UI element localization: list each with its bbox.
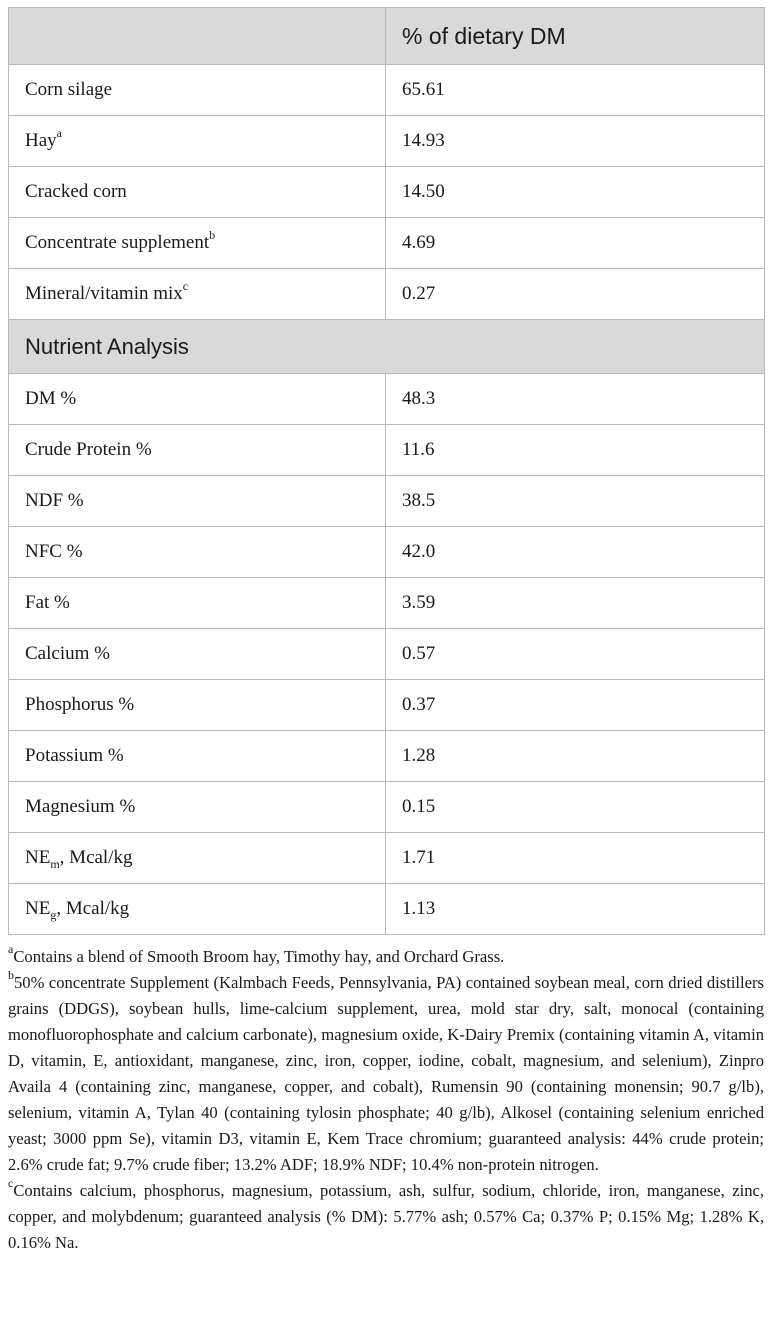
nutrient-value: 1.13: [385, 883, 765, 935]
footnote-marker: a: [56, 125, 62, 140]
ingredient-label: Hay: [25, 130, 57, 151]
nutrient-unit: , Mcal/kg: [59, 847, 133, 868]
table-row: NFC % 42.0: [8, 526, 765, 578]
nutrient-label: NE: [25, 847, 51, 868]
nutrient-value: 0.57: [385, 628, 765, 680]
footnote-marker: b: [209, 227, 216, 242]
table-footnotes: aContains a blend of Smooth Broom hay, T…: [8, 942, 764, 1256]
header-dietary-dm: % of dietary DM: [385, 7, 765, 65]
nutrient-name: NFC %: [8, 526, 386, 578]
diet-composition-table: % of dietary DM Corn silage 65.61 Haya 1…: [8, 7, 765, 935]
footnote-mark: a: [8, 942, 14, 957]
section-header-row: Nutrient Analysis: [8, 319, 765, 374]
ingredient-label: Concentrate supplement: [25, 232, 210, 253]
table-row: DM % 48.3: [8, 373, 765, 425]
nutrient-value: 11.6: [385, 424, 765, 476]
footnote-mark: b: [8, 968, 14, 983]
section-title-nutrient-analysis: Nutrient Analysis: [8, 319, 765, 374]
table-row: Cracked corn 14.50: [8, 166, 765, 218]
footnote-b: b50% concentrate Supplement (Kalmbach Fe…: [8, 968, 764, 1178]
footnote-mark: c: [8, 1176, 14, 1191]
ingredient-name: Concentrate supplementb: [8, 217, 386, 269]
nutrient-label: NE: [25, 898, 51, 919]
footnote-text: 50% concentrate Supplement (Kalmbach Fee…: [8, 973, 764, 1174]
table-row: Corn silage 65.61: [8, 64, 765, 116]
nutrient-value: 1.28: [385, 730, 765, 782]
table-row: Haya 14.93: [8, 115, 765, 167]
ingredient-name: Cracked corn: [8, 166, 386, 218]
nutrient-name: DM %: [8, 373, 386, 425]
nutrient-name: Phosphorus %: [8, 679, 386, 731]
nutrient-subscript: m: [50, 856, 60, 871]
nutrient-value: 42.0: [385, 526, 765, 578]
nutrient-unit: , Mcal/kg: [56, 898, 130, 919]
nutrient-name: NDF %: [8, 475, 386, 527]
nutrient-subscript: g: [50, 907, 57, 922]
table-row: Mineral/vitamin mixc 0.27: [8, 268, 765, 320]
nutrient-name: Potassium %: [8, 730, 386, 782]
header-blank-cell: [8, 7, 386, 65]
nutrient-name: Magnesium %: [8, 781, 386, 833]
nutrient-value: 0.37: [385, 679, 765, 731]
table-row: Concentrate supplementb 4.69: [8, 217, 765, 269]
ingredient-label: Mineral/vitamin mix: [25, 283, 183, 304]
nutrient-name: Crude Protein %: [8, 424, 386, 476]
ingredient-label: Corn silage: [25, 79, 113, 100]
table-row: Phosphorus % 0.37: [8, 679, 765, 731]
ingredient-value: 14.93: [385, 115, 765, 167]
ingredient-label: Cracked corn: [25, 181, 127, 202]
table-row: Calcium % 0.57: [8, 628, 765, 680]
table-row: NEm, Mcal/kg 1.71: [8, 832, 765, 884]
footnote-c: cContains calcium, phosphorus, magnesium…: [8, 1176, 764, 1256]
table-row: NEg, Mcal/kg 1.13: [8, 883, 765, 935]
nutrient-name: Fat %: [8, 577, 386, 629]
diet-table-container: % of dietary DM Corn silage 65.61 Haya 1…: [8, 7, 765, 1256]
nutrient-value: 38.5: [385, 475, 765, 527]
ingredient-value: 65.61: [385, 64, 765, 116]
table-row: Fat % 3.59: [8, 577, 765, 629]
ingredient-value: 14.50: [385, 166, 765, 218]
ingredient-name: Haya: [8, 115, 386, 167]
footnote-marker: c: [182, 278, 189, 293]
table-row: Magnesium % 0.15: [8, 781, 765, 833]
table-row: Potassium % 1.28: [8, 730, 765, 782]
nutrient-value: 1.71: [385, 832, 765, 884]
footnote-a: aContains a blend of Smooth Broom hay, T…: [8, 942, 764, 970]
ingredient-name: Mineral/vitamin mixc: [8, 268, 386, 320]
nutrient-value: 48.3: [385, 373, 765, 425]
ingredient-value: 4.69: [385, 217, 765, 269]
table-row: Crude Protein % 11.6: [8, 424, 765, 476]
table-header-row: % of dietary DM: [8, 7, 765, 65]
nutrient-name: NEm, Mcal/kg: [8, 832, 386, 884]
nutrient-value: 0.15: [385, 781, 765, 833]
ingredient-value: 0.27: [385, 268, 765, 320]
nutrient-name: Calcium %: [8, 628, 386, 680]
nutrient-name: NEg, Mcal/kg: [8, 883, 386, 935]
ingredient-name: Corn silage: [8, 64, 386, 116]
footnote-text: Contains calcium, phosphorus, magnesium,…: [8, 1181, 764, 1252]
footnote-text: Contains a blend of Smooth Broom hay, Ti…: [13, 947, 505, 966]
table-row: NDF % 38.5: [8, 475, 765, 527]
nutrient-value: 3.59: [385, 577, 765, 629]
